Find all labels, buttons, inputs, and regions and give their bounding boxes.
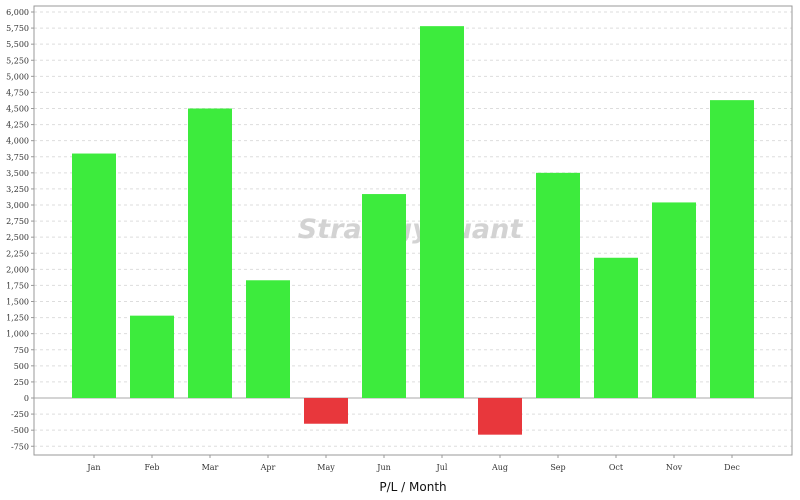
x-tick-label: Aug [491, 463, 508, 472]
x-tick-label: Jun [376, 463, 391, 472]
y-tick-label: 6,000 [6, 8, 29, 17]
x-tick-label: Mar [202, 463, 219, 472]
y-tick-label: 2,250 [6, 249, 29, 258]
y-tick-label: 5,750 [6, 24, 29, 33]
x-axis-title: P/L / Month [379, 480, 446, 494]
y-tick-label: -250 [11, 410, 29, 419]
bar-feb [130, 315, 174, 398]
bar-sep [536, 172, 580, 398]
bar-mar [188, 108, 232, 398]
y-tick-label: 500 [14, 362, 29, 371]
y-tick-label: 4,750 [6, 88, 29, 97]
x-tick-label: Feb [145, 463, 160, 472]
y-tick-label: 5,500 [6, 40, 29, 49]
x-tick-label: Apr [260, 463, 276, 472]
watermark-text: StrategyQuant [298, 214, 524, 245]
x-tick-label: Nov [666, 463, 683, 472]
y-tick-label: 2,500 [6, 233, 29, 242]
y-tick-label: 0 [24, 394, 29, 403]
y-tick-label: 4,000 [6, 137, 29, 146]
bar-nov [652, 202, 696, 398]
x-tick-label: Jan [86, 463, 100, 472]
bar-dec [710, 100, 754, 399]
y-tick-label: 1,500 [6, 298, 29, 307]
bar-aug [478, 398, 522, 435]
y-tick-label: 250 [14, 378, 29, 387]
y-tick-label: 4,250 [6, 121, 29, 130]
y-tick-label: 5,000 [6, 72, 29, 81]
bar-oct [594, 257, 638, 398]
bar-may [304, 398, 348, 424]
y-tick-label: 1,750 [6, 281, 29, 290]
y-tick-label: -750 [11, 442, 29, 451]
y-tick-label: 4,500 [6, 105, 29, 114]
x-tick-label: Sep [550, 463, 565, 472]
plot-area-frame [33, 5, 793, 456]
y-axis-ticks: -750 -500 -250 0 250 500 750 1,000 1,250 1,500 1,7… [6, 8, 34, 451]
y-tick-label: 1,250 [6, 314, 29, 323]
y-tick-label: 3,000 [6, 201, 29, 210]
y-tick-label: 3,250 [6, 185, 29, 194]
y-tick-label: 750 [14, 346, 29, 355]
y-tick-label: 5,250 [6, 56, 29, 65]
x-tick-label: Dec [724, 463, 740, 472]
bar-jan [72, 153, 116, 398]
y-tick-label: 2,750 [6, 217, 29, 226]
y-tick-label: 1,000 [6, 330, 29, 339]
bars [72, 26, 754, 435]
y-tick-label: 3,500 [6, 169, 29, 178]
x-tick-label: May [317, 463, 335, 472]
x-tick-label: Oct [609, 463, 624, 472]
x-axis-ticks: Jan Feb Mar Apr May Jun Jul Aug Sep Oct Nov Dec [86, 455, 740, 472]
bar-apr [246, 280, 290, 398]
y-tick-label: 2,000 [6, 265, 29, 274]
y-tick-label: -500 [11, 426, 29, 435]
y-tick-label: 3,750 [6, 153, 29, 162]
x-tick-label: Jul [436, 463, 448, 472]
bar-jul [420, 26, 464, 399]
bar-jun [362, 194, 406, 398]
